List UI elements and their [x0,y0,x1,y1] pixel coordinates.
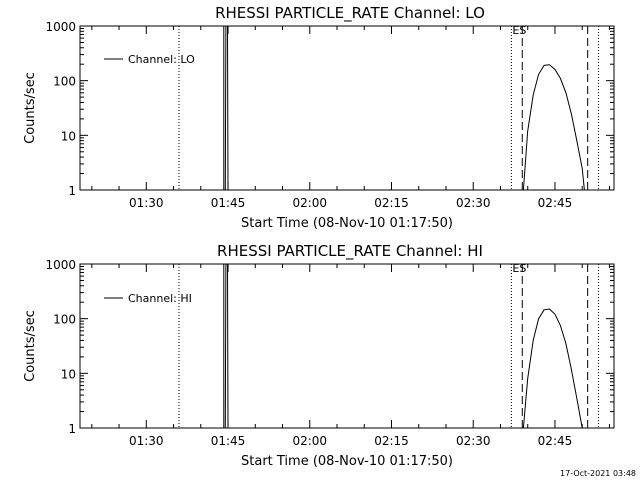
x-tick-label: 02:30 [456,434,491,448]
legend: Channel: LO [104,53,195,66]
y-tick-label: 10 [61,367,76,381]
x-tick-label: 01:30 [129,196,164,210]
x-axis-label: Start Time (08-Nov-10 01:17:50) [241,454,453,469]
x-tick-label: 01:30 [129,434,164,448]
x-axis-label: Start Time (08-Nov-10 01:17:50) [241,216,453,231]
y-axis-label: Counts/sec [23,310,38,382]
x-tick-label: 02:30 [456,196,491,210]
y-tick-label: 1 [68,422,76,436]
annotation-label: ES [512,24,526,37]
series-line-segment-2 [522,308,583,429]
y-tick-label: 10 [61,129,76,143]
plot-marks: 01:30 01:45 02:00 02:15 02:30 02:45 1 10 100 1000… [45,258,614,448]
series-line-segment-1 [224,263,229,429]
y-tick-label: 1000 [45,20,76,34]
y-tick-label: 1 [68,184,76,198]
x-tick-label: 02:00 [292,434,327,448]
chart-title: RHESSI PARTICLE_RATE Channel: HI [217,242,483,261]
legend-label: Channel: HI [128,292,192,305]
x-tick-label: 02:15 [374,196,409,210]
chart-panel-lo: RHESSI PARTICLE_RATE Channel: LO Counts/… [23,4,615,231]
series-line-segment-1 [224,25,229,191]
y-tick-label: 1000 [45,258,76,272]
plot-marks: 01:30 01:45 02:00 02:15 02:30 02:45 1 10 100 1000… [45,20,614,210]
x-tick-label: 01:45 [211,196,246,210]
x-tick-label: 02:45 [538,434,573,448]
plot-frame [79,263,615,429]
chart-title: RHESSI PARTICLE_RATE Channel: LO [215,4,485,23]
plot-frame [79,25,615,191]
chart-panel-hi: RHESSI PARTICLE_RATE Channel: HI Counts/… [23,242,615,469]
y-tick-label: 100 [53,313,76,327]
footer-timestamp: 17-Oct-2021 03:48 [560,469,636,478]
series-line-segment-2 [522,64,585,191]
x-tick-label: 01:45 [211,434,246,448]
x-tick-label: 02:00 [292,196,327,210]
legend: Channel: HI [104,292,192,305]
x-tick-label: 02:15 [374,434,409,448]
legend-label: Channel: LO [128,53,195,66]
y-tick-label: 100 [53,75,76,89]
annotation-label: ES [512,262,526,275]
y-axis-label: Counts/sec [23,72,38,144]
x-tick-label: 02:45 [538,196,573,210]
